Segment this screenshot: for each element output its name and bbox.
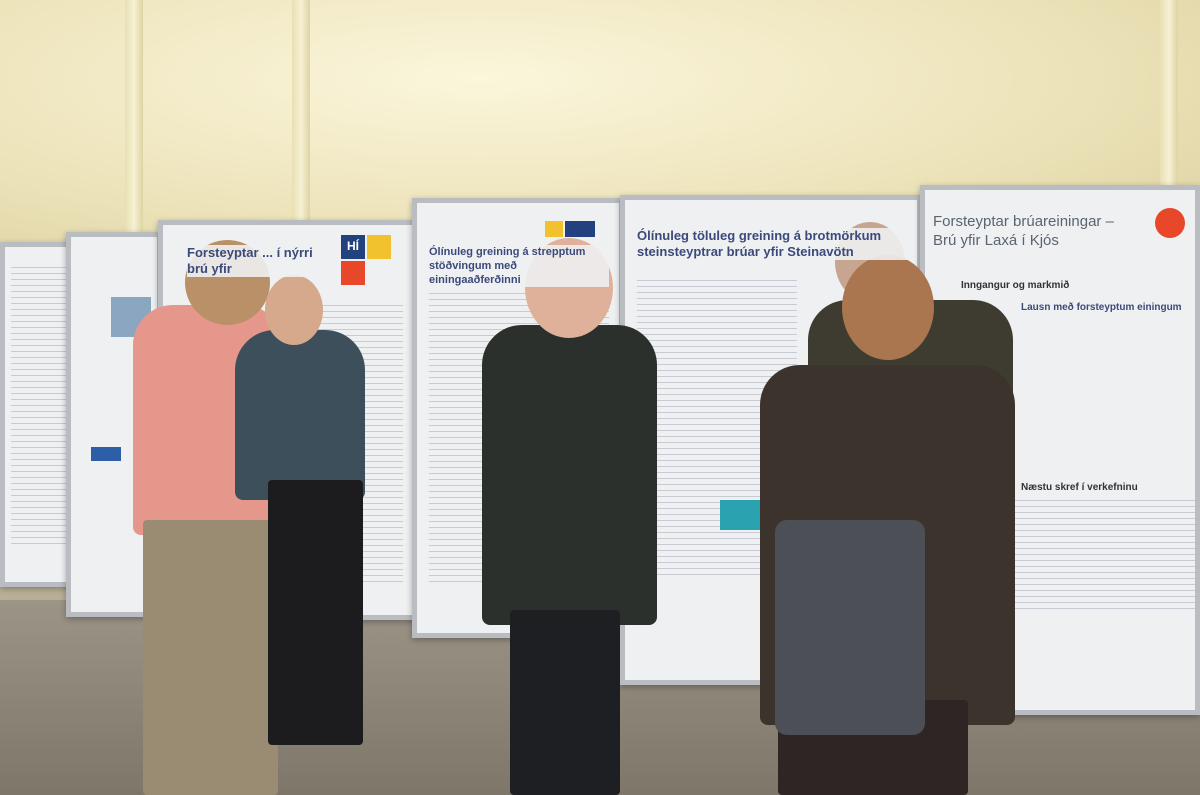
poster-4-title-line2: Brú yfir Laxá í Kjós: [933, 232, 1059, 249]
dark-trousers: [510, 610, 620, 795]
head: [265, 275, 323, 345]
poster-1-title: Forsteyptar ... í nýrri brú yfir: [187, 245, 337, 277]
section-heading: Inngangur og markmið: [961, 278, 1070, 294]
wall-pillar: [292, 0, 310, 240]
poster-3-title-line2: steinsteyptrar brúar yfir Steinavötn: [637, 244, 854, 259]
man-dark-jacket: [482, 325, 657, 625]
tote-bag: [775, 520, 925, 735]
head-hair: [842, 255, 934, 360]
poster-4-title: Forsteyptar brúareiningar – Brú yfir Lax…: [933, 212, 1148, 250]
partner-logo: [565, 221, 595, 237]
partner-logo: [341, 261, 365, 285]
hi-logo: HÍ: [341, 235, 365, 259]
poster-4-title-line1: Forsteyptar brúareiningar –: [933, 213, 1114, 230]
section-heading: Næstu skref í verkefninu: [1021, 480, 1138, 496]
poster-3-title: Ólínuleg töluleg greining á brotmörkum s…: [637, 228, 912, 260]
wall-pillar: [125, 0, 143, 240]
poster-3-title-line1: Ólínuleg töluleg greining á brotmörkum: [637, 228, 882, 243]
partner-logo: [545, 221, 563, 237]
red-logo: [1155, 208, 1185, 238]
man-blue-blazer: [235, 330, 365, 500]
section-heading: Lausn með forsteyptum einingum: [1021, 300, 1182, 316]
black-trousers: [268, 480, 363, 745]
poster-figure: [720, 500, 760, 530]
partner-logo: [367, 235, 391, 259]
khaki-trousers: [143, 520, 278, 795]
poster-2-title: Ólínuleg greining á strepptum stöðvingum…: [429, 245, 609, 287]
wall-pillar: [1160, 0, 1178, 240]
